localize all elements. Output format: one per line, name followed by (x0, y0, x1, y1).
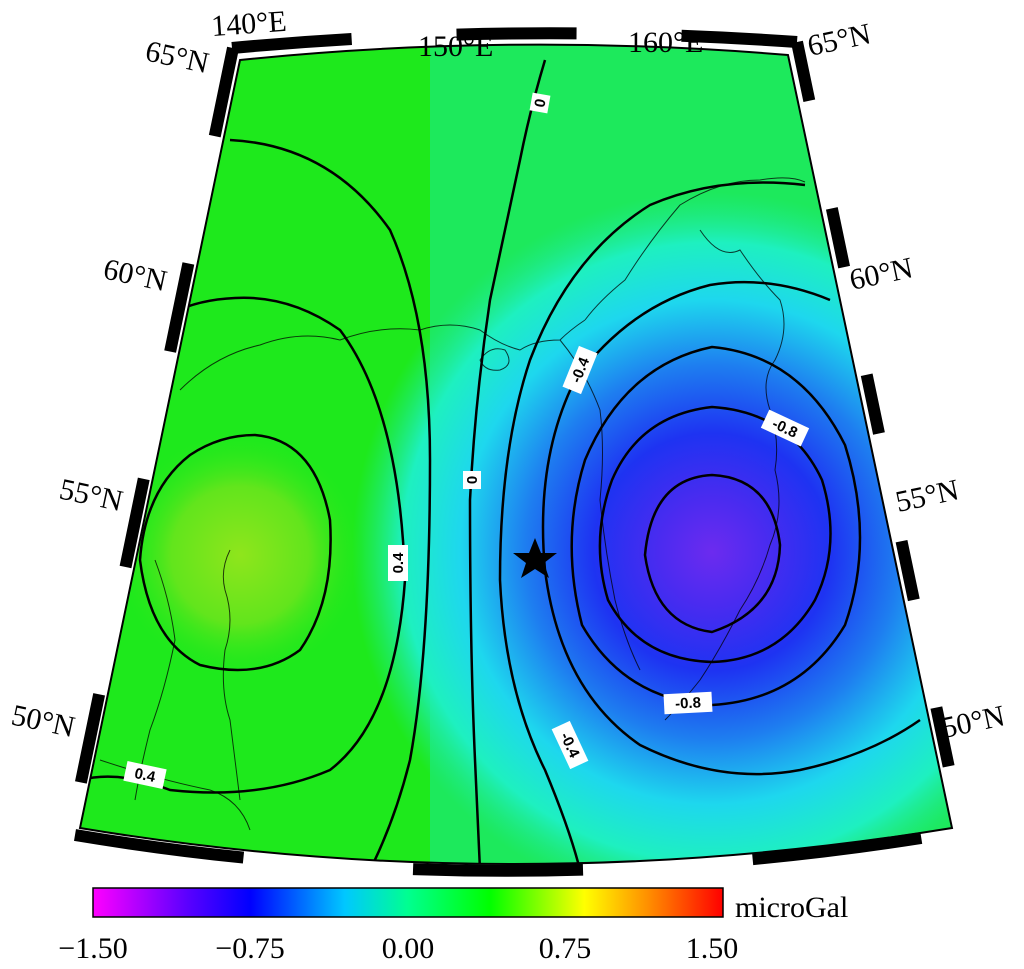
colorbar-tick-label: 1.50 (686, 932, 739, 965)
lat-label-60n-left: 60°N (101, 253, 170, 299)
lat-label-60n-right: 60°N (847, 251, 916, 297)
contour-labels: 0 0 0.4 0.4 -0.4 -0.4 -0.8 -0.8 (123, 92, 810, 789)
contour-label: 0 (531, 98, 549, 109)
colorbar: microGal −1.50 −0.75 0.00 0.75 1.50 (58, 887, 848, 965)
contour-pos-0.4-outer (229, 138, 432, 865)
map-frame-top (231, 27, 798, 54)
colorbar-tick-label: −0.75 (215, 932, 284, 965)
lat-label-50n-right: 50°N (939, 699, 1008, 745)
contour-lines (80, 59, 921, 865)
contour-pos-0.8 (138, 433, 332, 672)
map-frame-bottom (74, 826, 960, 877)
lon-label-150e: 150°E (418, 30, 493, 63)
contour-neg-1.2 (643, 473, 782, 634)
lat-label-65n-right: 65°N (805, 17, 874, 63)
colorbar-tick-label: 0.00 (382, 932, 435, 965)
lon-label-140e: 140°E (210, 5, 287, 43)
contour-neg-0.4-outer (498, 181, 806, 865)
lat-label-65n-left: 65°N (143, 35, 212, 81)
contour-0 (468, 59, 547, 865)
lat-label-50n-left: 50°N (9, 699, 78, 745)
gravity-field (80, 44, 952, 865)
lat-label-55n-left: 55°N (57, 473, 126, 519)
lat-label-55n-right: 55°N (893, 473, 962, 519)
contour-label: 0.4 (133, 765, 158, 786)
contour-label: 0 (464, 476, 481, 484)
colorbar-unit-label: microGal (735, 891, 848, 924)
star-icon (513, 538, 557, 578)
colorbar-ticks: −1.50 −0.75 0.00 0.75 1.50 (58, 932, 738, 965)
contour-neg-0.8-inner (598, 405, 832, 664)
contour-label: 0.4 (390, 552, 407, 574)
lon-label-160e: 160°E (628, 26, 703, 59)
contour-label: -0.8 (675, 694, 702, 712)
colorbar-gradient (92, 887, 724, 918)
map-frame-left (64, 46, 239, 837)
colorbar-tick-label: 0.75 (539, 932, 592, 965)
colorbar-tick-label: −1.50 (58, 932, 127, 965)
